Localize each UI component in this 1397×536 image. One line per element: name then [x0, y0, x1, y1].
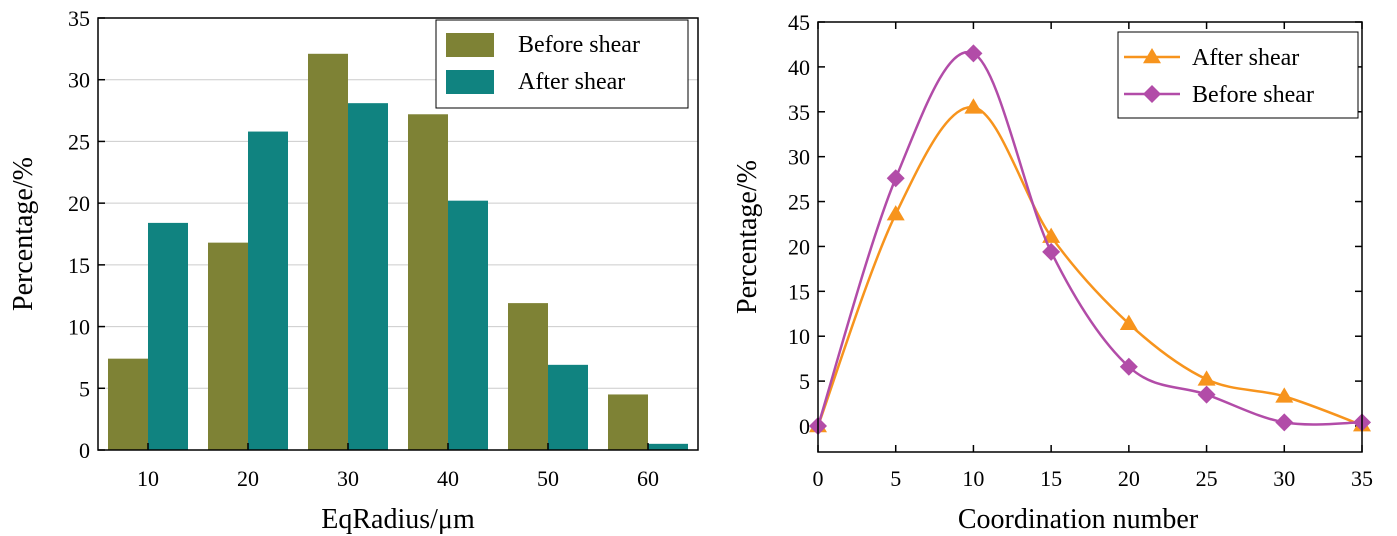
x-tick-label: 60 — [637, 466, 659, 491]
y-tick-label: 35 — [68, 6, 90, 31]
legend-marker — [1143, 85, 1161, 103]
y-tick-label: 35 — [788, 100, 810, 125]
point-before-shear — [1119, 357, 1138, 376]
y-tick-label: 30 — [788, 145, 810, 170]
point-before-shear — [964, 44, 983, 63]
y-axis-title: Percentage/% — [732, 160, 763, 314]
y-tick-label: 5 — [79, 376, 90, 401]
legend-marker — [1143, 48, 1161, 64]
y-tick-label: 25 — [788, 190, 810, 215]
legend-label: After shear — [518, 69, 625, 95]
point-after-shear — [964, 98, 983, 114]
plot-frame — [97, 17, 699, 451]
bar-before-shear — [608, 394, 648, 450]
y-tick-label: 0 — [79, 438, 90, 463]
x-tick-label: 15 — [1040, 466, 1062, 491]
x-tick-label: 30 — [337, 466, 359, 491]
bar-after-shear — [248, 131, 288, 450]
x-tick-label: 35 — [1351, 466, 1373, 491]
legend-label: Before shear — [1192, 82, 1314, 108]
y-tick-label: 45 — [788, 10, 810, 35]
y-tick-label: 5 — [799, 369, 810, 394]
x-tick-label: 5 — [890, 466, 901, 491]
plot-frame — [817, 21, 1363, 453]
legend-label: After shear — [1192, 45, 1299, 71]
point-before-shear — [1197, 385, 1216, 404]
x-tick-label: 10 — [137, 466, 159, 491]
x-tick-label: 20 — [1118, 466, 1140, 491]
point-after-shear — [886, 205, 905, 221]
y-tick-label: 15 — [788, 279, 810, 304]
x-axis-title: Coordination number — [958, 504, 1199, 535]
bar-after-shear — [148, 222, 188, 450]
point-after-shear — [1119, 314, 1138, 330]
x-tick-label: 0 — [813, 466, 824, 491]
bar-after-shear — [548, 364, 588, 450]
legend-swatch — [446, 70, 494, 94]
y-tick-label: 30 — [68, 68, 90, 93]
y-tick-label: 40 — [788, 55, 810, 80]
x-tick-label: 40 — [437, 466, 459, 491]
y-tick-label: 20 — [788, 234, 810, 259]
legend-swatch — [446, 33, 494, 57]
bar-before-shear — [208, 242, 248, 450]
point-after-shear — [1275, 387, 1294, 403]
y-tick-label: 10 — [788, 324, 810, 349]
legend-label: Before shear — [518, 32, 640, 58]
series-line-after-shear — [816, 106, 1363, 427]
bar-before-shear — [508, 303, 548, 450]
x-tick-label: 50 — [537, 466, 559, 491]
point-after-shear — [1197, 370, 1216, 386]
line-chart: 0 5 10 15 20 25 30 35 40 45 0 5 10 15 20 25 30 35 Coordina… — [732, 10, 1373, 535]
legend: Before shear After shear — [435, 19, 689, 109]
x-axis-title: EqRadius/μm — [321, 504, 475, 535]
bar-before-shear — [308, 53, 348, 451]
x-tick-label: 20 — [237, 466, 259, 491]
x-tick-label: 25 — [1196, 466, 1218, 491]
legend: After shear Before shear — [1117, 31, 1359, 119]
point-before-shear — [886, 169, 905, 188]
bar-before-shear — [108, 358, 148, 450]
y-tick-label: 25 — [68, 129, 90, 154]
bar-chart: 0 5 10 15 20 25 30 35 10 20 30 40 50 60 EqRadius/μm Per… — [8, 6, 699, 535]
x-tick-label: 30 — [1273, 466, 1295, 491]
y-tick-label: 10 — [68, 315, 90, 340]
y-axis-title: Percentage/% — [8, 157, 39, 311]
y-tick-label: 15 — [68, 253, 90, 278]
point-before-shear — [1042, 242, 1061, 261]
bar-after-shear — [648, 443, 688, 450]
y-tick-label: 0 — [799, 414, 810, 439]
point-before-shear — [1275, 413, 1294, 432]
bar-before-shear — [408, 114, 448, 450]
legend-box — [1117, 31, 1359, 119]
bar-after-shear — [448, 200, 488, 450]
bar-after-shear — [348, 103, 388, 450]
x-tick-label: 10 — [962, 466, 984, 491]
y-tick-label: 20 — [68, 191, 90, 216]
